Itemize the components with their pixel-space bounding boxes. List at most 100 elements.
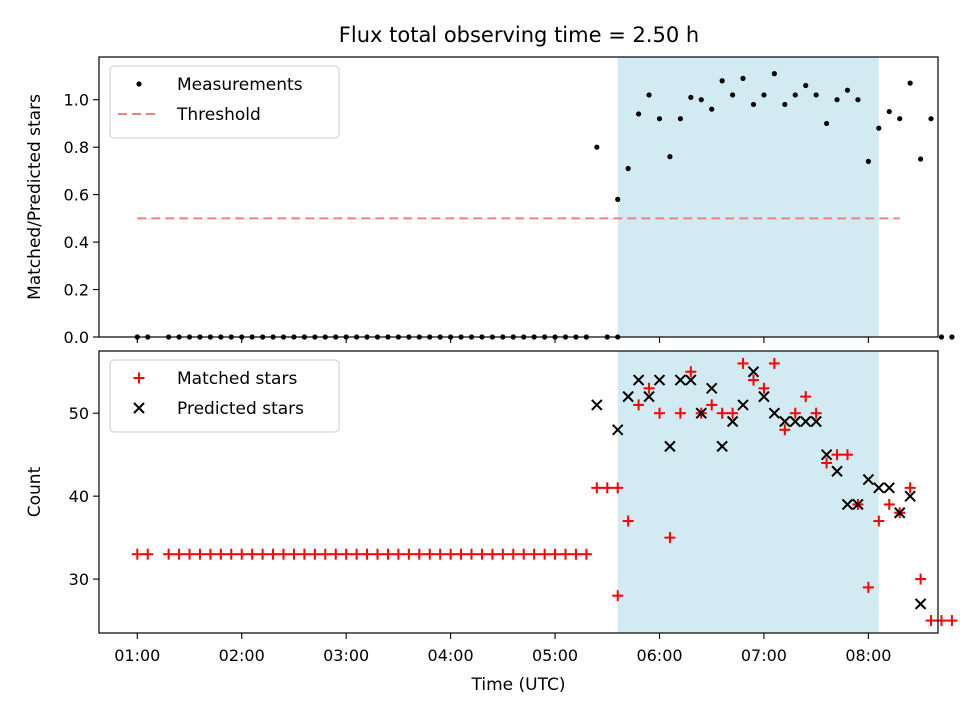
data-point [831, 449, 843, 461]
y-tick-label: 50 [69, 404, 89, 423]
data-point [834, 97, 840, 103]
y-tick-label: 0.6 [64, 186, 89, 205]
marker-stroke [632, 374, 645, 386]
data-point [622, 390, 634, 403]
data-point [737, 399, 749, 411]
data-point [893, 507, 906, 519]
marker-stroke [758, 390, 770, 403]
data-point [779, 424, 791, 436]
data-point [643, 382, 655, 394]
data-point [507, 548, 519, 560]
data-point [716, 440, 728, 453]
data-point [372, 548, 384, 560]
data-point [823, 120, 830, 127]
marker-stroke [852, 498, 864, 511]
y-tick-label: 0.2 [64, 281, 89, 300]
marker-stroke [674, 374, 687, 386]
data-point [633, 399, 645, 411]
x-axis-label: Time (UTC) [471, 675, 566, 695]
data-point [594, 144, 600, 150]
data-point [810, 415, 822, 428]
data-point [938, 334, 945, 340]
data-point [865, 158, 871, 165]
legend-marker [133, 402, 145, 414]
data-point [915, 573, 927, 585]
data-point [653, 407, 665, 419]
data-point [886, 108, 892, 115]
data-point [656, 116, 663, 122]
data-point [163, 548, 175, 560]
data-point [476, 548, 488, 560]
data-point [497, 548, 509, 560]
marker-stroke [904, 490, 916, 502]
data-point [403, 548, 415, 560]
series-matched-stars [131, 357, 958, 627]
data-point [685, 374, 697, 386]
data-point [883, 482, 895, 494]
data-point [445, 548, 457, 560]
marker-stroke [726, 415, 739, 428]
x-tick-label: 01:00 [114, 646, 160, 665]
legend-label: Measurements [177, 75, 303, 95]
y-tick-label: 0.8 [64, 138, 89, 157]
data-point [392, 548, 404, 560]
x-tick-label: 08:00 [845, 646, 891, 665]
data-point [844, 87, 851, 93]
y-axis-label: Matched/Predicted stars [25, 94, 45, 300]
x-tick-label: 05:00 [532, 646, 578, 665]
data-point [361, 548, 373, 560]
data-point [215, 548, 227, 560]
data-point [591, 482, 603, 494]
series-predicted-stars [591, 366, 927, 610]
data-point [518, 548, 530, 560]
data-point [706, 399, 718, 411]
legend: Matched stars Predicted stars [109, 359, 340, 433]
data-point [688, 94, 694, 100]
data-point [727, 407, 739, 419]
marker-stroke [664, 440, 676, 453]
data-point [695, 407, 707, 419]
data-point [803, 82, 809, 89]
data-point [340, 548, 352, 560]
data-point [907, 80, 913, 86]
data-point [142, 548, 154, 560]
marker-stroke [862, 473, 875, 486]
data-point [800, 415, 812, 428]
data-point [559, 548, 571, 560]
data-point [434, 548, 446, 560]
axes-frame [98, 350, 939, 634]
data-point [257, 548, 269, 560]
x-tick-label: 04:00 [428, 646, 474, 665]
data-point [779, 415, 791, 428]
marker-stroke [695, 407, 707, 419]
data-point [928, 116, 934, 122]
marker-stroke [612, 424, 624, 436]
data-point [841, 498, 854, 511]
data-point [664, 532, 676, 544]
bottom-panel-count: 30 40 50 01:00 02:00 03:00 04:00 05:00 06:00 07:0… [25, 350, 958, 695]
marker-stroke [622, 390, 634, 403]
data-point [674, 407, 686, 419]
data-point [862, 473, 875, 486]
y-tick-label: 0.4 [64, 233, 89, 252]
legend-box [109, 359, 340, 433]
data-point [653, 374, 666, 386]
data-point [632, 374, 645, 386]
marker-stroke [779, 415, 791, 428]
x-tick-label: 03:00 [323, 646, 369, 665]
marker-stroke [800, 415, 812, 428]
data-point [852, 498, 864, 511]
data-point [709, 106, 715, 112]
data-point [758, 382, 770, 394]
data-point [841, 449, 853, 461]
data-point [813, 92, 819, 98]
data-point [768, 407, 781, 419]
data-point [925, 615, 937, 627]
data-point [758, 390, 770, 403]
data-point [643, 390, 655, 403]
marker-stroke [768, 407, 781, 419]
marker-stroke [831, 465, 843, 477]
data-point [288, 548, 300, 560]
data-point [914, 598, 927, 610]
